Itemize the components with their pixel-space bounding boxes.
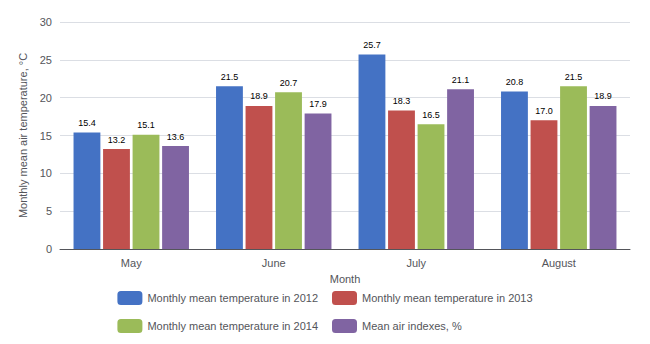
svg-text:13.2: 13.2 [108, 135, 126, 145]
svg-text:20.8: 20.8 [506, 77, 524, 87]
svg-text:15.1: 15.1 [137, 120, 155, 130]
svg-text:15.4: 15.4 [78, 118, 96, 128]
svg-text:0: 0 [46, 243, 52, 255]
svg-text:17.0: 17.0 [535, 106, 553, 116]
svg-text:16.5: 16.5 [422, 110, 440, 120]
svg-text:Month: Month [330, 273, 361, 285]
svg-text:25.7: 25.7 [363, 40, 381, 50]
svg-text:15: 15 [40, 130, 52, 142]
svg-text:Monthly mean temperature in 20: Monthly mean temperature in 2012 [147, 292, 318, 304]
svg-text:Mean air indexes, %: Mean air indexes, % [362, 320, 462, 332]
svg-text:5: 5 [46, 205, 52, 217]
svg-text:20.7: 20.7 [280, 78, 298, 88]
svg-text:18.9: 18.9 [594, 91, 612, 101]
svg-text:20: 20 [40, 92, 52, 104]
svg-text:Monthly mean temperature in 20: Monthly mean temperature in 2014 [147, 320, 318, 332]
svg-text:18.3: 18.3 [393, 96, 411, 106]
svg-text:30: 30 [40, 16, 52, 28]
svg-text:July: July [406, 257, 426, 269]
svg-text:13.6: 13.6 [167, 132, 185, 142]
svg-text:25: 25 [40, 54, 52, 66]
svg-text:August: August [542, 257, 576, 269]
svg-text:June: June [262, 257, 286, 269]
svg-text:17.9: 17.9 [309, 99, 327, 109]
svg-text:21.1: 21.1 [452, 75, 470, 85]
svg-text:Monthly mean temperature in 20: Monthly mean temperature in 2013 [362, 292, 533, 304]
svg-text:21.5: 21.5 [221, 72, 239, 82]
svg-text:10: 10 [40, 167, 52, 179]
svg-text:18.9: 18.9 [250, 91, 268, 101]
svg-text:Monthly mean air temperature,: Monthly mean air temperature, °C [17, 53, 29, 218]
svg-text:May: May [121, 257, 142, 269]
svg-text:21.5: 21.5 [565, 72, 583, 82]
